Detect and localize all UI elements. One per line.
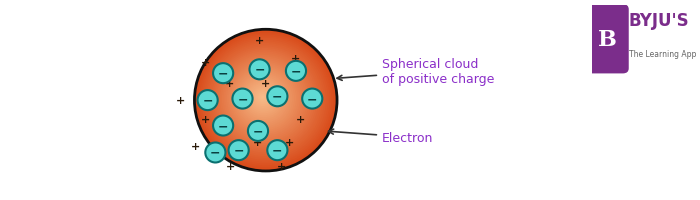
Circle shape xyxy=(215,50,315,149)
Text: −: − xyxy=(202,94,213,107)
Text: −: − xyxy=(272,144,283,157)
Circle shape xyxy=(267,140,288,160)
Circle shape xyxy=(210,45,321,155)
Text: +: + xyxy=(201,57,210,67)
Circle shape xyxy=(261,96,265,99)
Circle shape xyxy=(251,86,276,110)
Circle shape xyxy=(225,60,304,138)
Circle shape xyxy=(230,66,298,132)
Circle shape xyxy=(227,62,302,136)
Text: −: − xyxy=(218,119,228,132)
Circle shape xyxy=(204,40,326,160)
Text: +: + xyxy=(191,142,201,152)
Circle shape xyxy=(239,74,288,123)
Circle shape xyxy=(213,64,233,84)
Text: BYJU'S: BYJU'S xyxy=(629,12,690,30)
Circle shape xyxy=(220,55,309,144)
Circle shape xyxy=(197,91,218,111)
Circle shape xyxy=(253,87,274,109)
Text: +: + xyxy=(176,96,185,106)
Circle shape xyxy=(229,64,300,134)
Text: +: + xyxy=(296,115,305,125)
FancyBboxPatch shape xyxy=(586,5,629,74)
Text: +: + xyxy=(201,115,210,125)
Circle shape xyxy=(195,30,337,171)
Circle shape xyxy=(241,76,287,121)
Text: +: + xyxy=(284,138,293,148)
Circle shape xyxy=(254,89,272,107)
Text: −: − xyxy=(254,64,265,76)
Circle shape xyxy=(208,44,322,156)
Text: −: − xyxy=(233,144,244,157)
Circle shape xyxy=(223,59,305,140)
Circle shape xyxy=(196,32,335,169)
Circle shape xyxy=(244,79,283,118)
Circle shape xyxy=(258,92,268,103)
Text: Spherical cloud
of positive charge: Spherical cloud of positive charge xyxy=(337,58,494,85)
Circle shape xyxy=(211,47,318,153)
Circle shape xyxy=(235,71,293,127)
Text: The Learning App: The Learning App xyxy=(629,50,696,59)
Circle shape xyxy=(232,67,296,131)
Circle shape xyxy=(206,42,324,158)
Circle shape xyxy=(259,94,267,101)
Circle shape xyxy=(256,91,270,105)
Circle shape xyxy=(248,121,268,141)
Circle shape xyxy=(234,69,294,129)
Circle shape xyxy=(205,143,225,163)
Text: +: + xyxy=(276,161,286,171)
Circle shape xyxy=(198,34,333,167)
Circle shape xyxy=(249,60,270,80)
Circle shape xyxy=(302,89,322,109)
Circle shape xyxy=(199,35,332,166)
Text: +: + xyxy=(255,36,264,46)
Text: B: B xyxy=(598,29,617,51)
Text: +: + xyxy=(225,79,234,89)
Circle shape xyxy=(242,77,285,120)
Text: −: − xyxy=(290,65,301,78)
Circle shape xyxy=(232,89,253,109)
Circle shape xyxy=(246,81,281,116)
Text: −: − xyxy=(210,146,220,159)
Circle shape xyxy=(203,39,328,162)
Circle shape xyxy=(286,62,306,81)
Circle shape xyxy=(202,37,330,164)
Text: +: + xyxy=(290,54,300,63)
Circle shape xyxy=(247,82,279,114)
Circle shape xyxy=(214,49,316,151)
Circle shape xyxy=(218,54,311,145)
Text: +: + xyxy=(226,161,235,171)
Circle shape xyxy=(216,52,313,147)
Circle shape xyxy=(267,87,288,107)
Text: −: − xyxy=(218,67,228,80)
Text: −: − xyxy=(253,125,263,138)
Text: +: + xyxy=(253,138,262,148)
Text: −: − xyxy=(272,90,283,103)
Text: Electron: Electron xyxy=(328,129,433,144)
Circle shape xyxy=(213,116,233,136)
Circle shape xyxy=(249,84,277,112)
Text: −: − xyxy=(307,93,318,106)
Circle shape xyxy=(228,140,248,160)
Circle shape xyxy=(222,57,307,142)
Text: +: + xyxy=(261,79,270,89)
Circle shape xyxy=(237,72,290,125)
Text: −: − xyxy=(237,93,248,106)
